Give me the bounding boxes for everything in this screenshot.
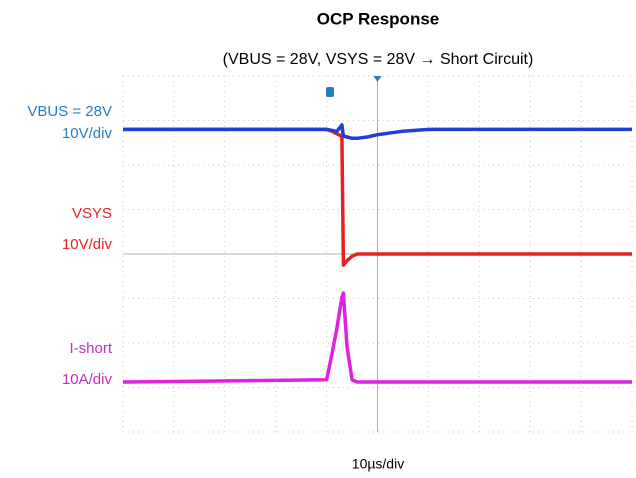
- channel-scale: 10A/div: [62, 371, 113, 388]
- x-axis-label: 10µs/div: [352, 456, 404, 472]
- channel-name: VBUS = 28V: [27, 103, 112, 120]
- trace: [122, 291, 632, 384]
- channel-name: I-short: [69, 340, 112, 357]
- chart-subtitle: (VBUS = 28V, VSYS = 28V → Short Circuit): [223, 51, 534, 68]
- trigger-icon: [326, 87, 334, 97]
- channel-scale: 10V/div: [62, 236, 113, 253]
- channel-scale: 10V/div: [62, 125, 113, 142]
- channel-name: VSYS: [72, 205, 112, 222]
- chart-title: OCP Response: [317, 9, 440, 28]
- trigger-marker: [373, 76, 382, 82]
- trace: [123, 123, 632, 141]
